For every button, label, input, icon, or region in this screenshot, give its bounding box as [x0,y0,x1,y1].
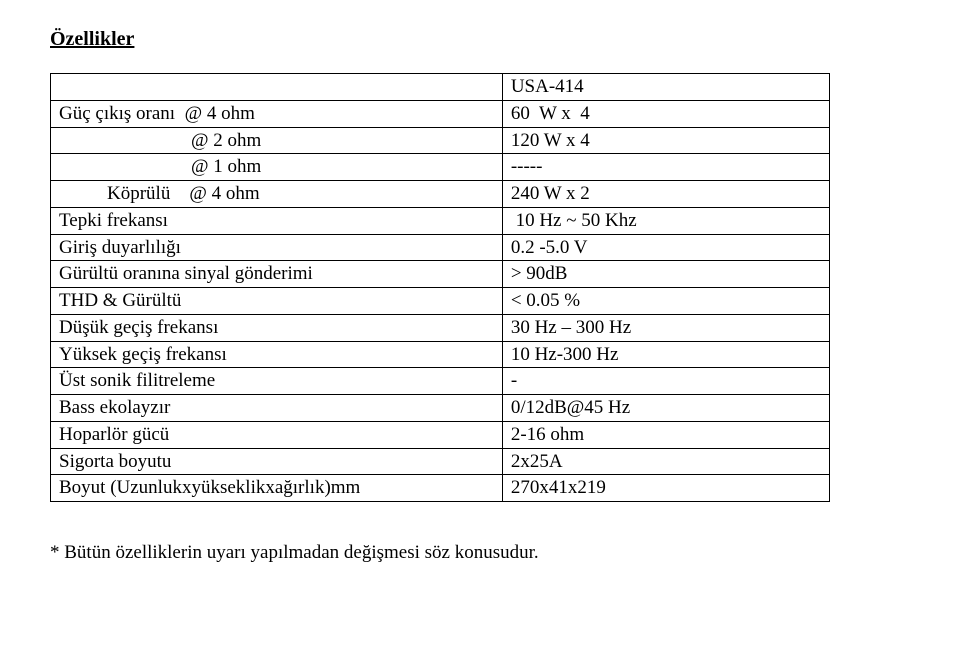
spec-label: Giriş duyarlılığı [51,234,503,261]
spec-value: 30 Hz – 300 Hz [502,314,829,341]
spec-label: Üst sonik filitreleme [51,368,503,395]
spec-label: Güç çıkış oranı @ 4 ohm [51,100,503,127]
spec-label: @ 1 ohm [51,154,503,181]
spec-label: Bass ekolayzır [51,395,503,422]
footnote: * Bütün özelliklerin uyarı yapılmadan de… [50,542,910,564]
spec-value: 10 Hz-300 Hz [502,341,829,368]
table-row: Tepki frekansı 10 Hz ~ 50 Khz [51,207,830,234]
spec-value: USA-414 [502,74,829,101]
spec-value: ----- [502,154,829,181]
spec-label: Gürültü oranına sinyal gönderimi [51,261,503,288]
spec-value: > 90dB [502,261,829,288]
spec-label: Düşük geçiş frekansı [51,314,503,341]
table-row: Boyut (Uzunlukxyükseklikxağırlık)mm270x4… [51,475,830,502]
table-row: Giriş duyarlılığı0.2 -5.0 V [51,234,830,261]
table-row: Bass ekolayzır0/12dB@45 Hz [51,395,830,422]
spec-value: 0/12dB@45 Hz [502,395,829,422]
table-row: USA-414 [51,74,830,101]
table-row: @ 1 ohm----- [51,154,830,181]
spec-value: 270x41x219 [502,475,829,502]
spec-value: 60 W x 4 [502,100,829,127]
spec-label: Hoparlör gücü [51,421,503,448]
spec-label: Köprülü @ 4 ohm [51,181,503,208]
table-row: Yüksek geçiş frekansı10 Hz-300 Hz [51,341,830,368]
spec-value: 10 Hz ~ 50 Khz [502,207,829,234]
table-row: THD & Gürültü< 0.05 % [51,288,830,315]
spec-value: 2-16 ohm [502,421,829,448]
spec-value: 240 W x 2 [502,181,829,208]
table-row: @ 2 ohm120 W x 4 [51,127,830,154]
table-row: Gürültü oranına sinyal gönderimi> 90dB [51,261,830,288]
spec-label: THD & Gürültü [51,288,503,315]
spec-label [51,74,503,101]
spec-label: Tepki frekansı [51,207,503,234]
spec-label: @ 2 ohm [51,127,503,154]
table-row: Hoparlör gücü2-16 ohm [51,421,830,448]
spec-table: USA-414Güç çıkış oranı @ 4 ohm60 W x 4@ … [50,73,830,502]
spec-label: Boyut (Uzunlukxyükseklikxağırlık)mm [51,475,503,502]
page-title: Özellikler [50,28,910,51]
table-row: Üst sonik filitreleme- [51,368,830,395]
spec-value: < 0.05 % [502,288,829,315]
table-row: Düşük geçiş frekansı30 Hz – 300 Hz [51,314,830,341]
spec-value: 120 W x 4 [502,127,829,154]
table-row: Sigorta boyutu2x25A [51,448,830,475]
spec-label: Sigorta boyutu [51,448,503,475]
table-row: Köprülü @ 4 ohm240 W x 2 [51,181,830,208]
spec-value: 2x25A [502,448,829,475]
spec-label: Yüksek geçiş frekansı [51,341,503,368]
spec-value: 0.2 -5.0 V [502,234,829,261]
spec-value: - [502,368,829,395]
table-row: Güç çıkış oranı @ 4 ohm60 W x 4 [51,100,830,127]
